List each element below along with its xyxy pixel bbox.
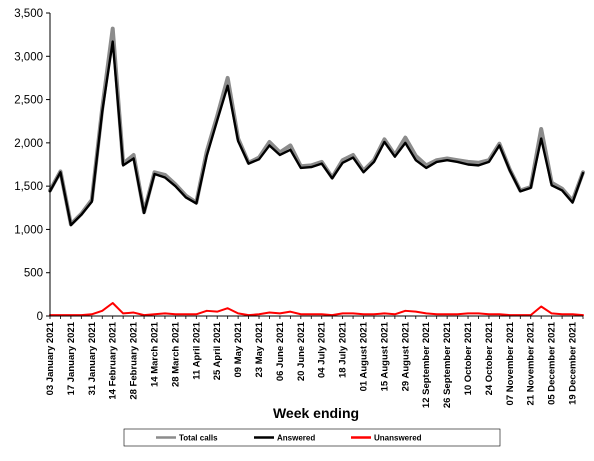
x-tick-label: 28 February 2021 (129, 321, 140, 399)
x-tick-label: 07 November 2021 (505, 321, 516, 405)
x-tick-label: 14 March 2021 (150, 321, 161, 387)
x-tick-label: 04 July 2021 (317, 321, 328, 378)
y-tick-label: 2,000 (14, 138, 43, 150)
series-line-total-calls (48, 26, 585, 227)
x-tick-label: 05 December 2021 (547, 321, 558, 405)
x-tick-label: 10 October 2021 (463, 321, 474, 395)
y-axis-ticks: 0 500 1,000 1,500 2,000 2,500 3,000 3,500 (14, 8, 50, 323)
x-tick-label: 17 January 2021 (66, 321, 77, 395)
x-tick-label: 06 June 2021 (275, 321, 286, 381)
x-tick-label: 21 November 2021 (526, 321, 537, 405)
x-tick-label: 15 August 2021 (379, 321, 390, 391)
x-tick-label: 19 December 2021 (568, 321, 579, 405)
y-tick-label: 3,000 (14, 51, 43, 63)
y-tick-label: 1,000 (14, 224, 43, 236)
legend-label-unanswered: Unanswered (374, 434, 422, 443)
x-tick-label: 03 January 2021 (45, 321, 56, 395)
x-tick-label: 28 March 2021 (170, 321, 181, 387)
legend-box (123, 428, 501, 447)
legend-label-answered: Answered (277, 434, 315, 443)
x-tick-label: 25 April 2021 (212, 321, 223, 380)
x-tick-label: 18 July 2021 (338, 321, 349, 378)
x-tick-label: 14 February 2021 (108, 321, 119, 399)
x-tick-label: 09 May 2021 (233, 321, 244, 377)
series-line-unanswered (49, 302, 584, 317)
x-tick-label: 12 September 2021 (421, 321, 432, 408)
x-tick-label: 01 August 2021 (359, 321, 370, 391)
x-tick-label: 23 May 2021 (254, 321, 265, 377)
series-layer (48, 26, 585, 317)
y-tick-label: 2,500 (14, 95, 43, 107)
y-tick-label: 0 (37, 311, 43, 323)
x-tick-label: 31 January 2021 (87, 321, 98, 395)
legend-label-total-calls: Total calls (179, 434, 218, 443)
x-axis-ticks: 03 January 2021 17 January 2021 31 January… (45, 316, 584, 408)
x-tick-label: 24 October 2021 (484, 321, 495, 395)
y-tick-label: 3,500 (14, 8, 43, 20)
legend: Total calls Answered Unanswered (123, 428, 501, 447)
x-tick-label: 29 August 2021 (400, 321, 411, 391)
y-tick-label: 1,500 (14, 181, 43, 193)
x-tick-label: 11 April 2021 (191, 321, 202, 379)
series-line-answered (48, 40, 585, 227)
x-axis-title: Week ending (273, 405, 359, 421)
x-tick-label: 20 June 2021 (296, 321, 307, 381)
x-tick-label: 26 September 2021 (442, 321, 453, 408)
y-tick-label: 500 (24, 268, 43, 280)
